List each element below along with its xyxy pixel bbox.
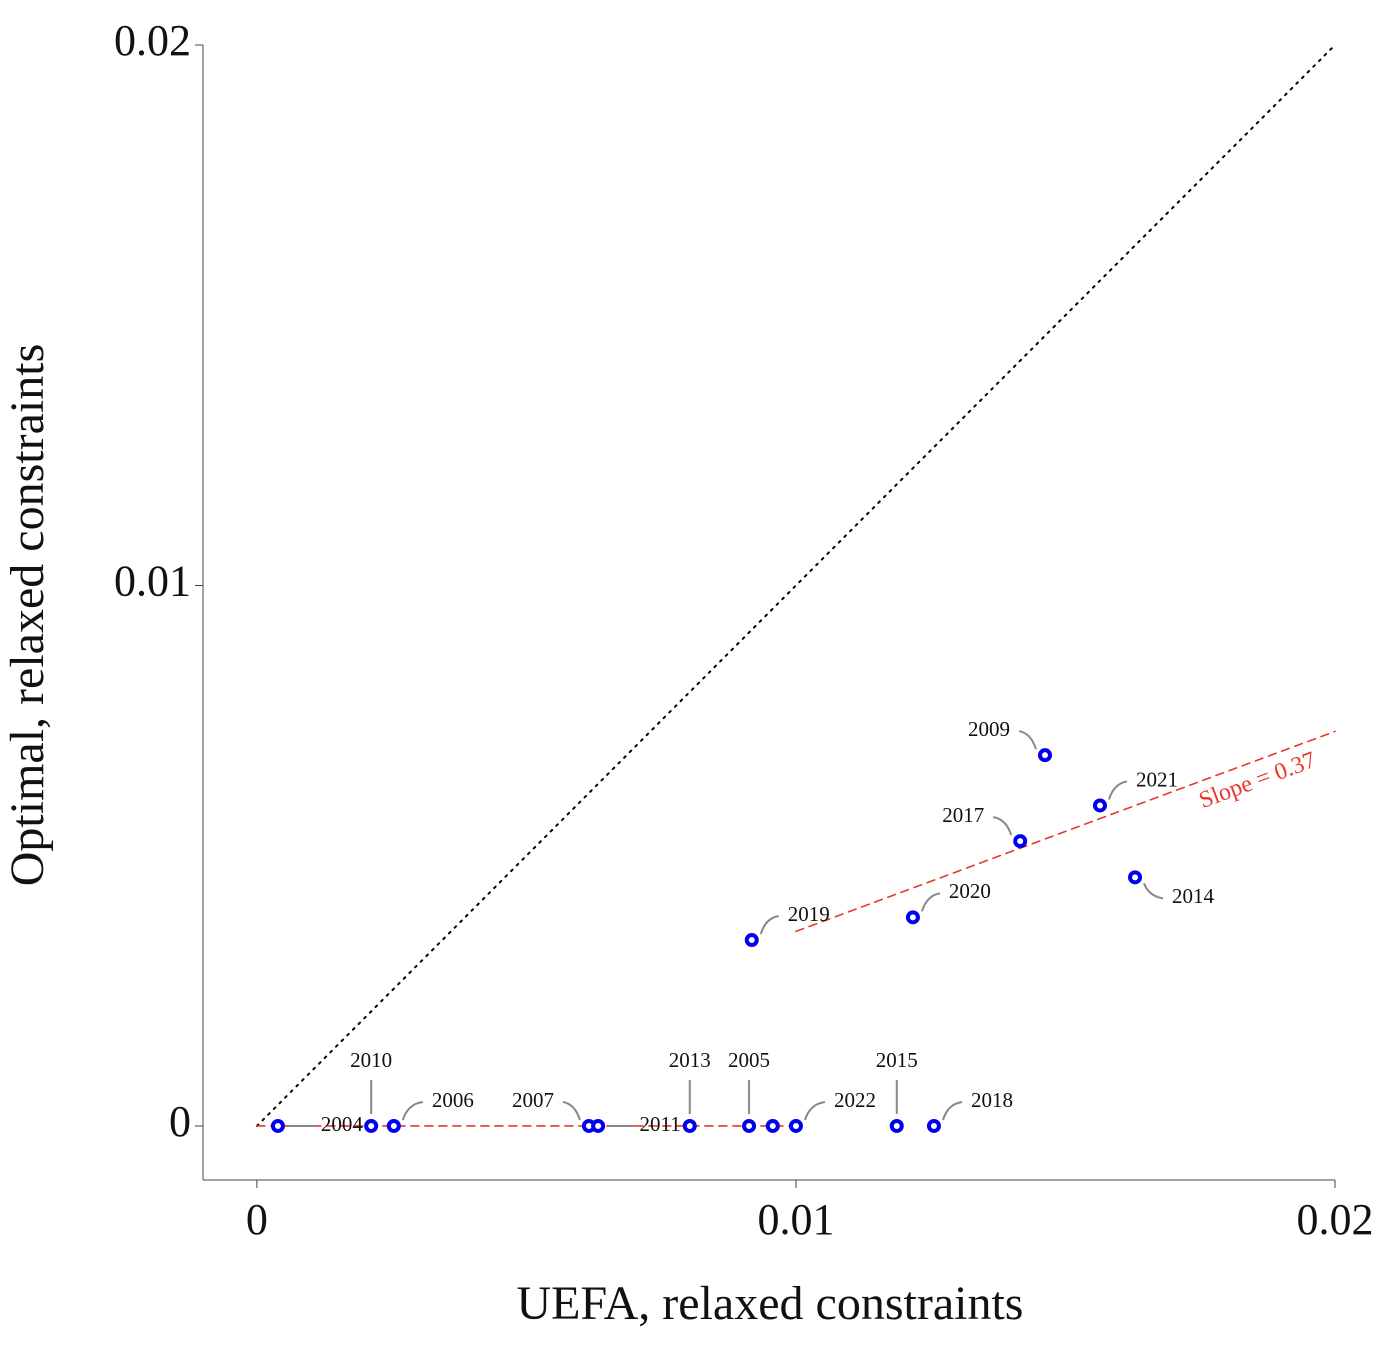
- point: [889, 1118, 904, 1133]
- point: [1128, 870, 1143, 885]
- point-label: 2014: [1172, 884, 1215, 908]
- point: [270, 1118, 285, 1133]
- leader-line: [1143, 882, 1164, 900]
- point-label: 2006: [432, 1088, 474, 1112]
- point: [591, 1118, 606, 1133]
- point-label: 2019: [788, 902, 830, 926]
- point: [1013, 834, 1028, 849]
- leader-line: [562, 1100, 581, 1121]
- point-label: 2022: [834, 1088, 876, 1112]
- reference-line: [255, 44, 1336, 1127]
- point: [926, 1118, 941, 1133]
- leader-line: [759, 915, 779, 935]
- leader-line: [992, 816, 1013, 836]
- leader-line: [803, 1100, 826, 1121]
- point: [905, 910, 920, 925]
- point-label: 2004: [321, 1112, 364, 1136]
- point: [788, 1118, 803, 1133]
- point: [364, 1118, 379, 1133]
- point-label: 2009: [968, 717, 1010, 741]
- leader-line: [941, 1100, 963, 1121]
- x-tick-label: 0: [246, 1195, 268, 1244]
- point-label: 2018: [971, 1088, 1013, 1112]
- leader-line: [920, 892, 941, 912]
- y-axis-label: Optimal, relaxed constraints: [1, 344, 54, 887]
- x-tick-label: 0.02: [1297, 1195, 1374, 1244]
- x-tick-label: 0.01: [757, 1195, 834, 1244]
- point-label: 2021: [1136, 767, 1178, 791]
- point-label: 2010: [350, 1048, 392, 1072]
- point: [1037, 748, 1052, 763]
- y-tick-label: 0.01: [114, 557, 191, 606]
- point: [386, 1118, 401, 1133]
- point: [1092, 798, 1107, 813]
- point-label: 2007: [512, 1088, 554, 1112]
- y-tick-label: 0: [169, 1097, 191, 1146]
- reference-line: [795, 730, 1336, 933]
- point-label: 2017: [942, 803, 984, 827]
- point: [744, 933, 759, 948]
- leader-line: [1108, 780, 1128, 800]
- point-label: 2011: [640, 1112, 681, 1136]
- annotation: Slope = 0.37: [1196, 747, 1320, 814]
- point: [682, 1118, 697, 1133]
- point-label: 2015: [876, 1048, 918, 1072]
- point: [765, 1118, 780, 1133]
- point-label: 2020: [949, 879, 991, 903]
- y-tick-label: 0.02: [114, 16, 191, 65]
- point-label: 2005: [728, 1048, 770, 1072]
- point-label: 2013: [669, 1048, 711, 1072]
- x-axis-label: UEFA, relaxed constraints: [517, 1277, 1024, 1330]
- leader-line: [401, 1100, 423, 1121]
- point: [742, 1118, 757, 1133]
- leader-line: [1018, 730, 1037, 750]
